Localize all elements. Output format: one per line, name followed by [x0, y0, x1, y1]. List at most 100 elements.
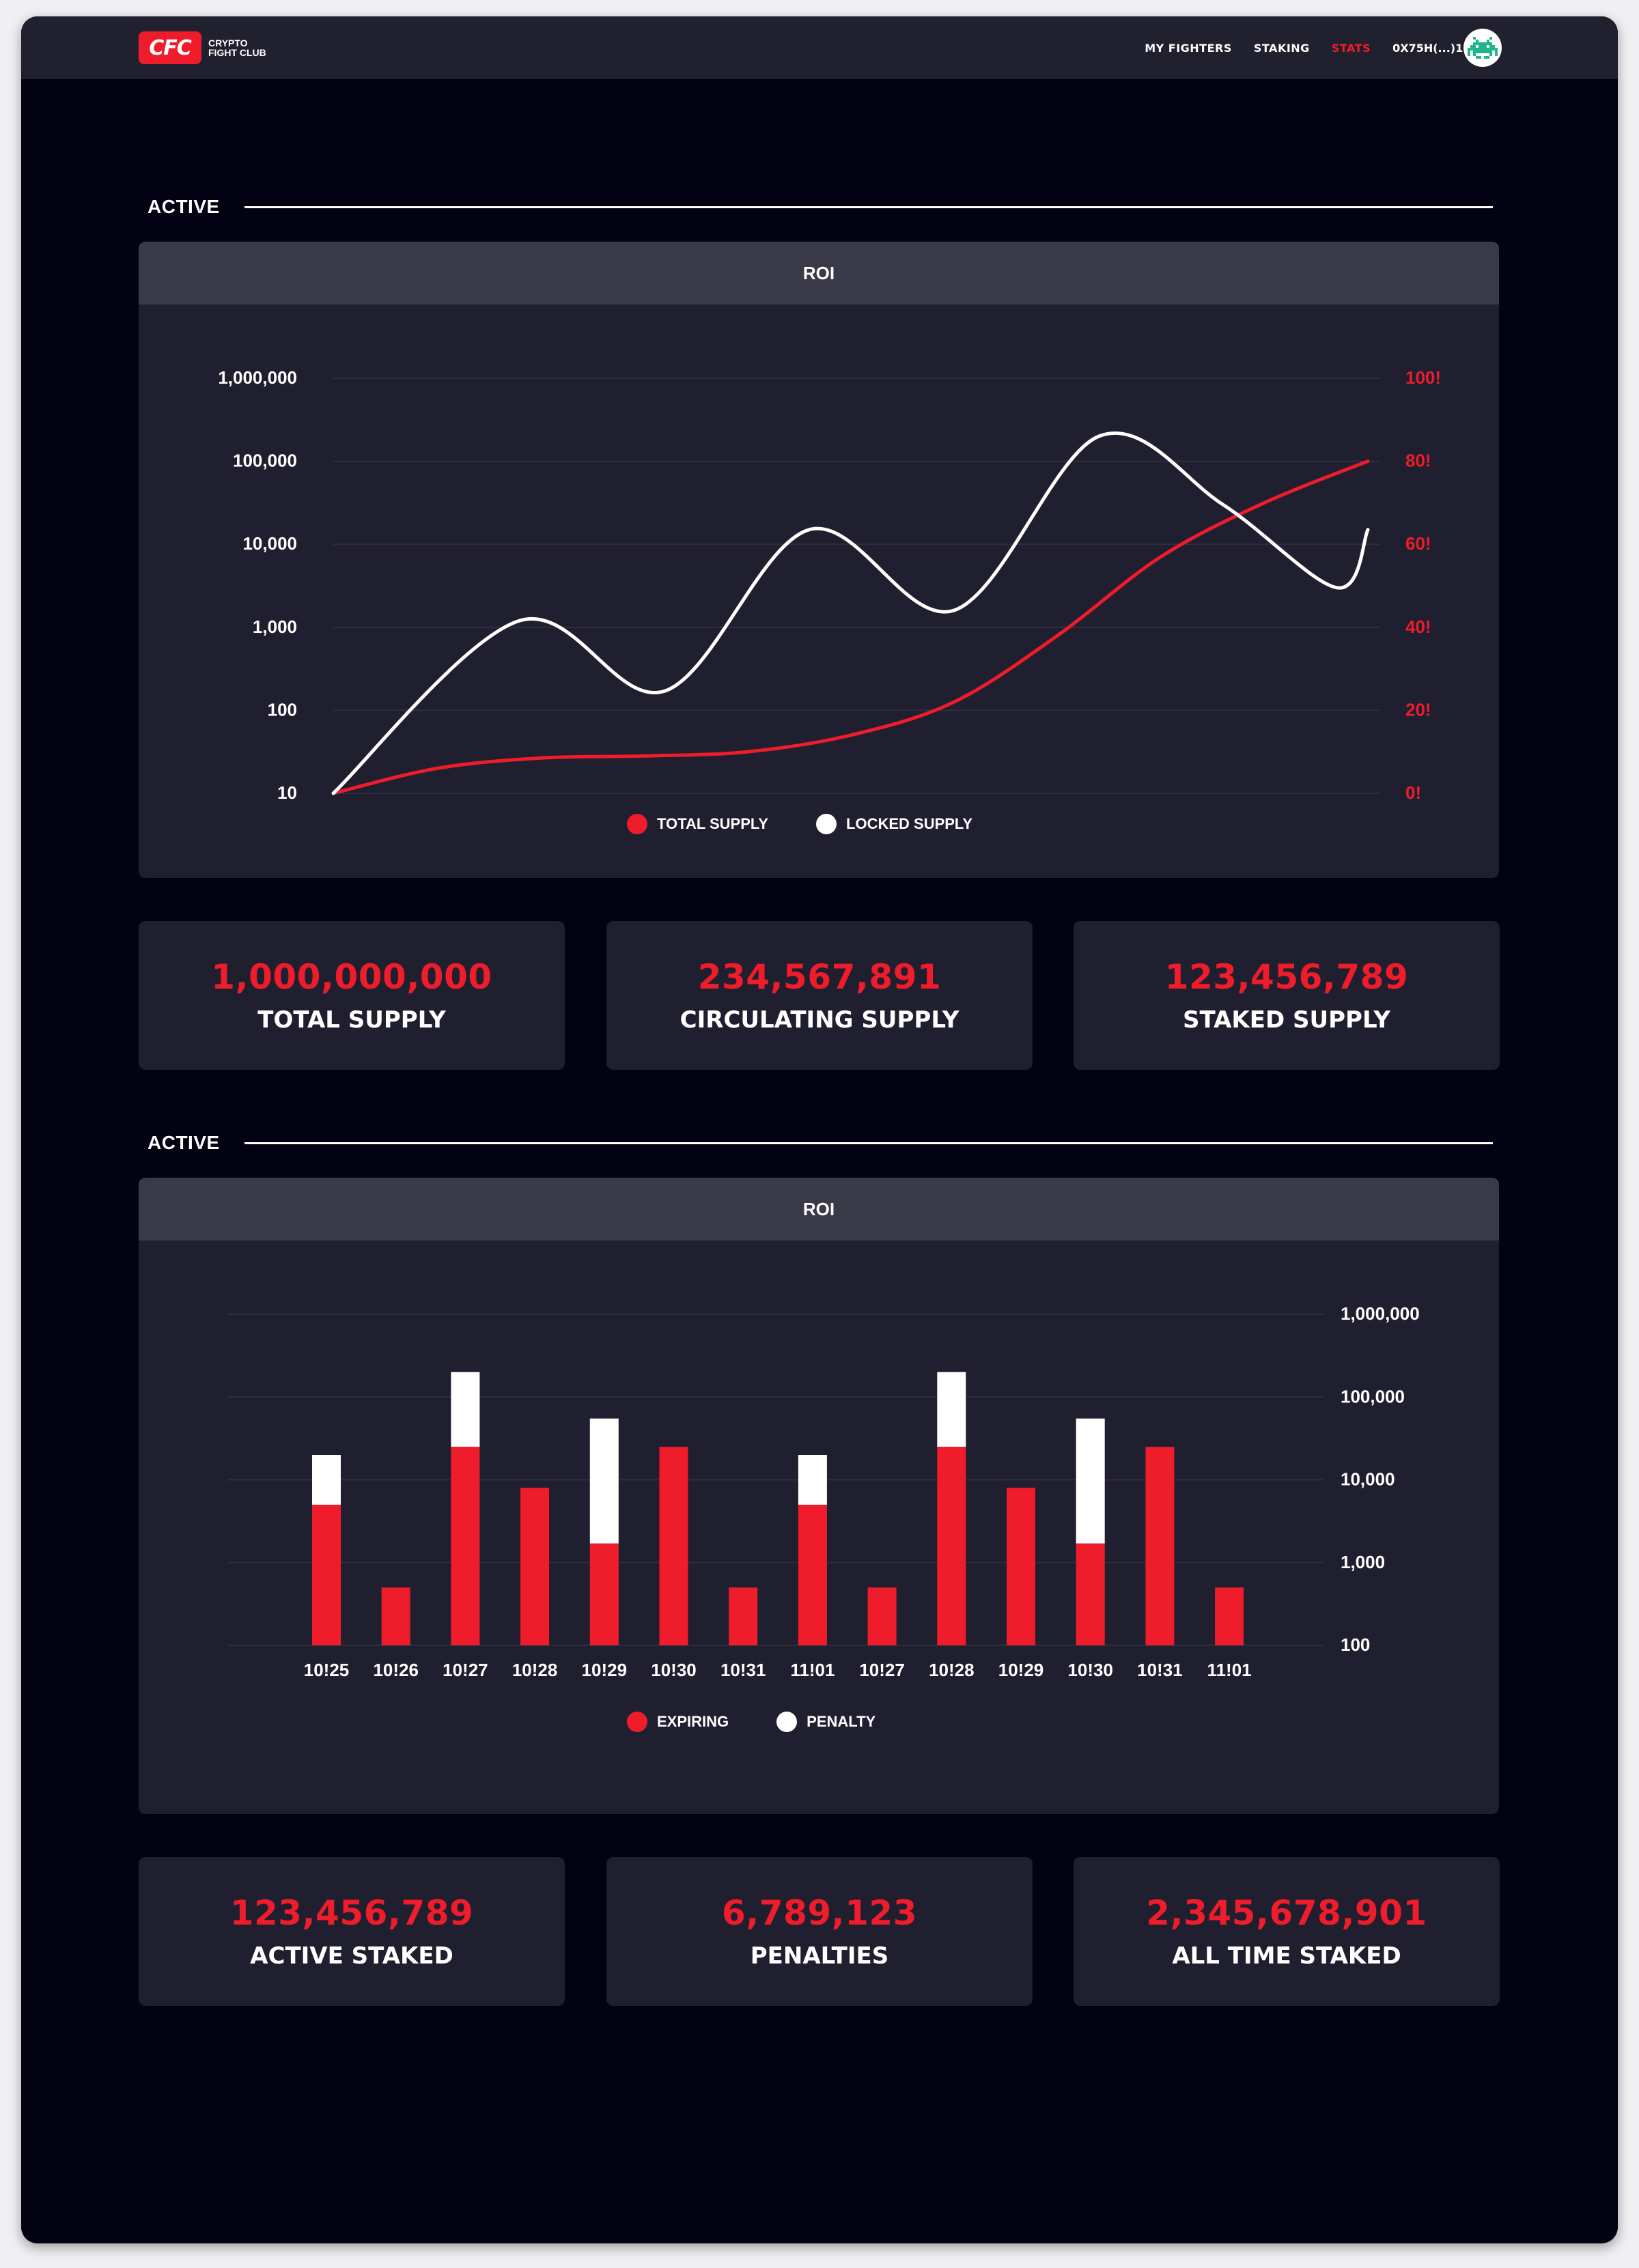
legend-dot-white — [816, 814, 837, 834]
legend-label: EXPIRING — [657, 1713, 729, 1730]
stat-card-active-staked: 123,456,789 ACTIVE STAKED — [139, 1857, 565, 2006]
line-chart: 10 100 1,000 10,000 100,000 1,000,000 0! 20! 40!… — [218, 367, 1441, 803]
series-line-total-supply — [331, 459, 1370, 795]
x-tick-label: 11!01 — [790, 1660, 835, 1680]
x-tick-label: 10!30 — [1067, 1660, 1113, 1680]
x-tick-label: 10!31 — [720, 1660, 766, 1680]
legend-item-total-supply[interactable]: TOTAL SUPPLY — [627, 814, 768, 834]
bar-penalty[interactable] — [1076, 1418, 1105, 1544]
y-tick-label: 1,000,000 — [1341, 1303, 1420, 1324]
y-tick-label-left: 10 — [277, 782, 297, 803]
bar-chart-legend: EXPIRING PENALTY — [627, 1712, 875, 1732]
top-navigation-bar: CFC CRYPTO FIGHT CLUB MY FIGHTERS STAKIN… — [21, 16, 1618, 79]
legend-item-penalty[interactable]: PENALTY — [776, 1712, 875, 1732]
stat-value: 234,567,891 — [697, 957, 942, 997]
y-tick-label-left: 100 — [268, 699, 297, 720]
x-tick-label: 10!27 — [443, 1660, 488, 1680]
bar-expiring[interactable] — [867, 1587, 897, 1645]
y-tick-label-right: 80! — [1405, 451, 1431, 471]
bar-penalty[interactable] — [937, 1372, 966, 1447]
y-tick-label-left: 100,000 — [233, 451, 297, 471]
bar-expiring[interactable] — [1215, 1587, 1244, 1645]
y-tick-label-left: 1,000,000 — [218, 367, 297, 388]
section-header-active-2: ACTIVE — [148, 1132, 1493, 1154]
line-chart-panel: ROI 10 100 1,000 10,000 100,000 1,000,000 0! 20… — [139, 242, 1499, 878]
y-tick-label-right: 40! — [1405, 616, 1431, 637]
legend-dot-white — [776, 1712, 798, 1732]
stat-value: 123,456,789 — [1164, 957, 1409, 997]
y-tick-label: 10,000 — [1341, 1469, 1395, 1490]
y-tick-label: 100 — [1341, 1634, 1370, 1655]
legend-dot-red — [627, 814, 647, 834]
app-window: CFC CRYPTO FIGHT CLUB MY FIGHTERS STAKIN… — [21, 16, 1618, 2243]
bar-penalty[interactable] — [312, 1455, 341, 1505]
stat-label: ACTIVE STAKED — [250, 1942, 453, 1970]
x-tick-label: 10!25 — [304, 1660, 350, 1680]
nav-my-fighters[interactable]: MY FIGHTERS — [1145, 41, 1232, 55]
x-tick-label: 10!28 — [929, 1660, 975, 1680]
y-tick-label-left: 1,000 — [253, 616, 297, 637]
section-title: ACTIVE — [148, 196, 220, 217]
stat-card-all-time-staked: 2,345,678,901 ALL TIME STAKED — [1074, 1857, 1500, 2006]
avatar[interactable] — [1463, 29, 1502, 67]
bar-expiring[interactable] — [451, 1447, 480, 1645]
bar-chart-title: ROI — [139, 1178, 1499, 1241]
logo[interactable]: CFC CRYPTO FIGHT CLUB — [139, 31, 270, 64]
bar-penalty[interactable] — [589, 1418, 619, 1544]
stat-label: ALL TIME STAKED — [1172, 1942, 1401, 1970]
legend-label: PENALTY — [807, 1713, 876, 1730]
nav-staking[interactable]: STAKING — [1253, 41, 1310, 55]
section-divider — [244, 1142, 1493, 1144]
line-chart-legend: TOTAL SUPPLY LOCKED SUPPLY — [627, 814, 972, 834]
stat-label: STAKED SUPPLY — [1183, 1006, 1390, 1034]
x-tick-label: 10!30 — [651, 1660, 697, 1680]
bar-chart-panel: ROI 100 1,000 10,000 100,000 1,000,000 10!25 1… — [139, 1178, 1499, 1814]
stat-card-circulating-supply: 234,567,891 CIRCULATING SUPPLY — [606, 921, 1033, 1070]
legend-item-locked-supply[interactable]: LOCKED SUPPLY — [816, 814, 972, 834]
x-tick-label: 10!29 — [998, 1660, 1044, 1680]
bar-expiring[interactable] — [381, 1587, 410, 1645]
series-line-locked-supply — [331, 431, 1370, 795]
logo-text: CRYPTO FIGHT CLUB — [208, 38, 266, 58]
section-title: ACTIVE — [148, 1132, 220, 1153]
stat-label: TOTAL SUPPLY — [257, 1006, 446, 1034]
legend-label: LOCKED SUPPLY — [846, 815, 973, 832]
bar-expiring[interactable] — [1007, 1488, 1035, 1645]
bar-expiring[interactable] — [1145, 1447, 1175, 1645]
stat-card-total-supply: 1,000,000,000 TOTAL SUPPLY — [139, 921, 565, 1070]
bar-expiring[interactable] — [1076, 1543, 1105, 1645]
bar-expiring[interactable] — [937, 1447, 966, 1645]
bar-penalty[interactable] — [451, 1372, 480, 1447]
bar-penalty[interactable] — [798, 1455, 827, 1505]
x-tick-label: 10!29 — [582, 1660, 628, 1680]
y-tick-label-right: 0! — [1405, 782, 1421, 803]
bar-expiring[interactable] — [729, 1587, 758, 1645]
bar-expiring[interactable] — [659, 1447, 688, 1645]
legend-dot-red — [627, 1712, 647, 1732]
logo-badge: CFC — [139, 31, 201, 64]
legend-item-expiring[interactable]: EXPIRING — [627, 1712, 729, 1732]
line-chart-title: ROI — [139, 242, 1499, 304]
y-tick-label-right: 20! — [1405, 699, 1431, 720]
bar-expiring[interactable] — [312, 1505, 341, 1645]
section-divider — [244, 205, 1493, 208]
stat-label: PENALTIES — [750, 1942, 889, 1970]
stat-label: CIRCULATING SUPPLY — [680, 1006, 959, 1034]
bar-chart: 100 1,000 10,000 100,000 1,000,000 10!25 10!26… — [227, 1303, 1420, 1680]
y-tick-label-left: 10,000 — [242, 533, 297, 554]
stat-value: 123,456,789 — [229, 1893, 474, 1933]
y-tick-label: 1,000 — [1341, 1552, 1385, 1572]
y-tick-label-right: 60! — [1405, 533, 1431, 554]
stat-value: 2,345,678,901 — [1146, 1893, 1427, 1933]
nav-stats[interactable]: STATS — [1331, 41, 1371, 55]
legend-label: TOTAL SUPPLY — [657, 815, 769, 832]
section-header-active-1: ACTIVE — [148, 196, 1493, 218]
bar-expiring[interactable] — [520, 1488, 550, 1645]
y-tick-label: 100,000 — [1341, 1386, 1405, 1406]
x-tick-label: 10!28 — [512, 1660, 558, 1680]
main-nav: MY FIGHTERS STAKING STATS 0X75H(...)18H7… — [1145, 16, 1495, 79]
bar-expiring[interactable] — [798, 1505, 827, 1645]
x-tick-label: 10!31 — [1137, 1660, 1183, 1680]
stat-value: 6,789,123 — [721, 1893, 918, 1933]
bar-expiring[interactable] — [589, 1543, 619, 1645]
